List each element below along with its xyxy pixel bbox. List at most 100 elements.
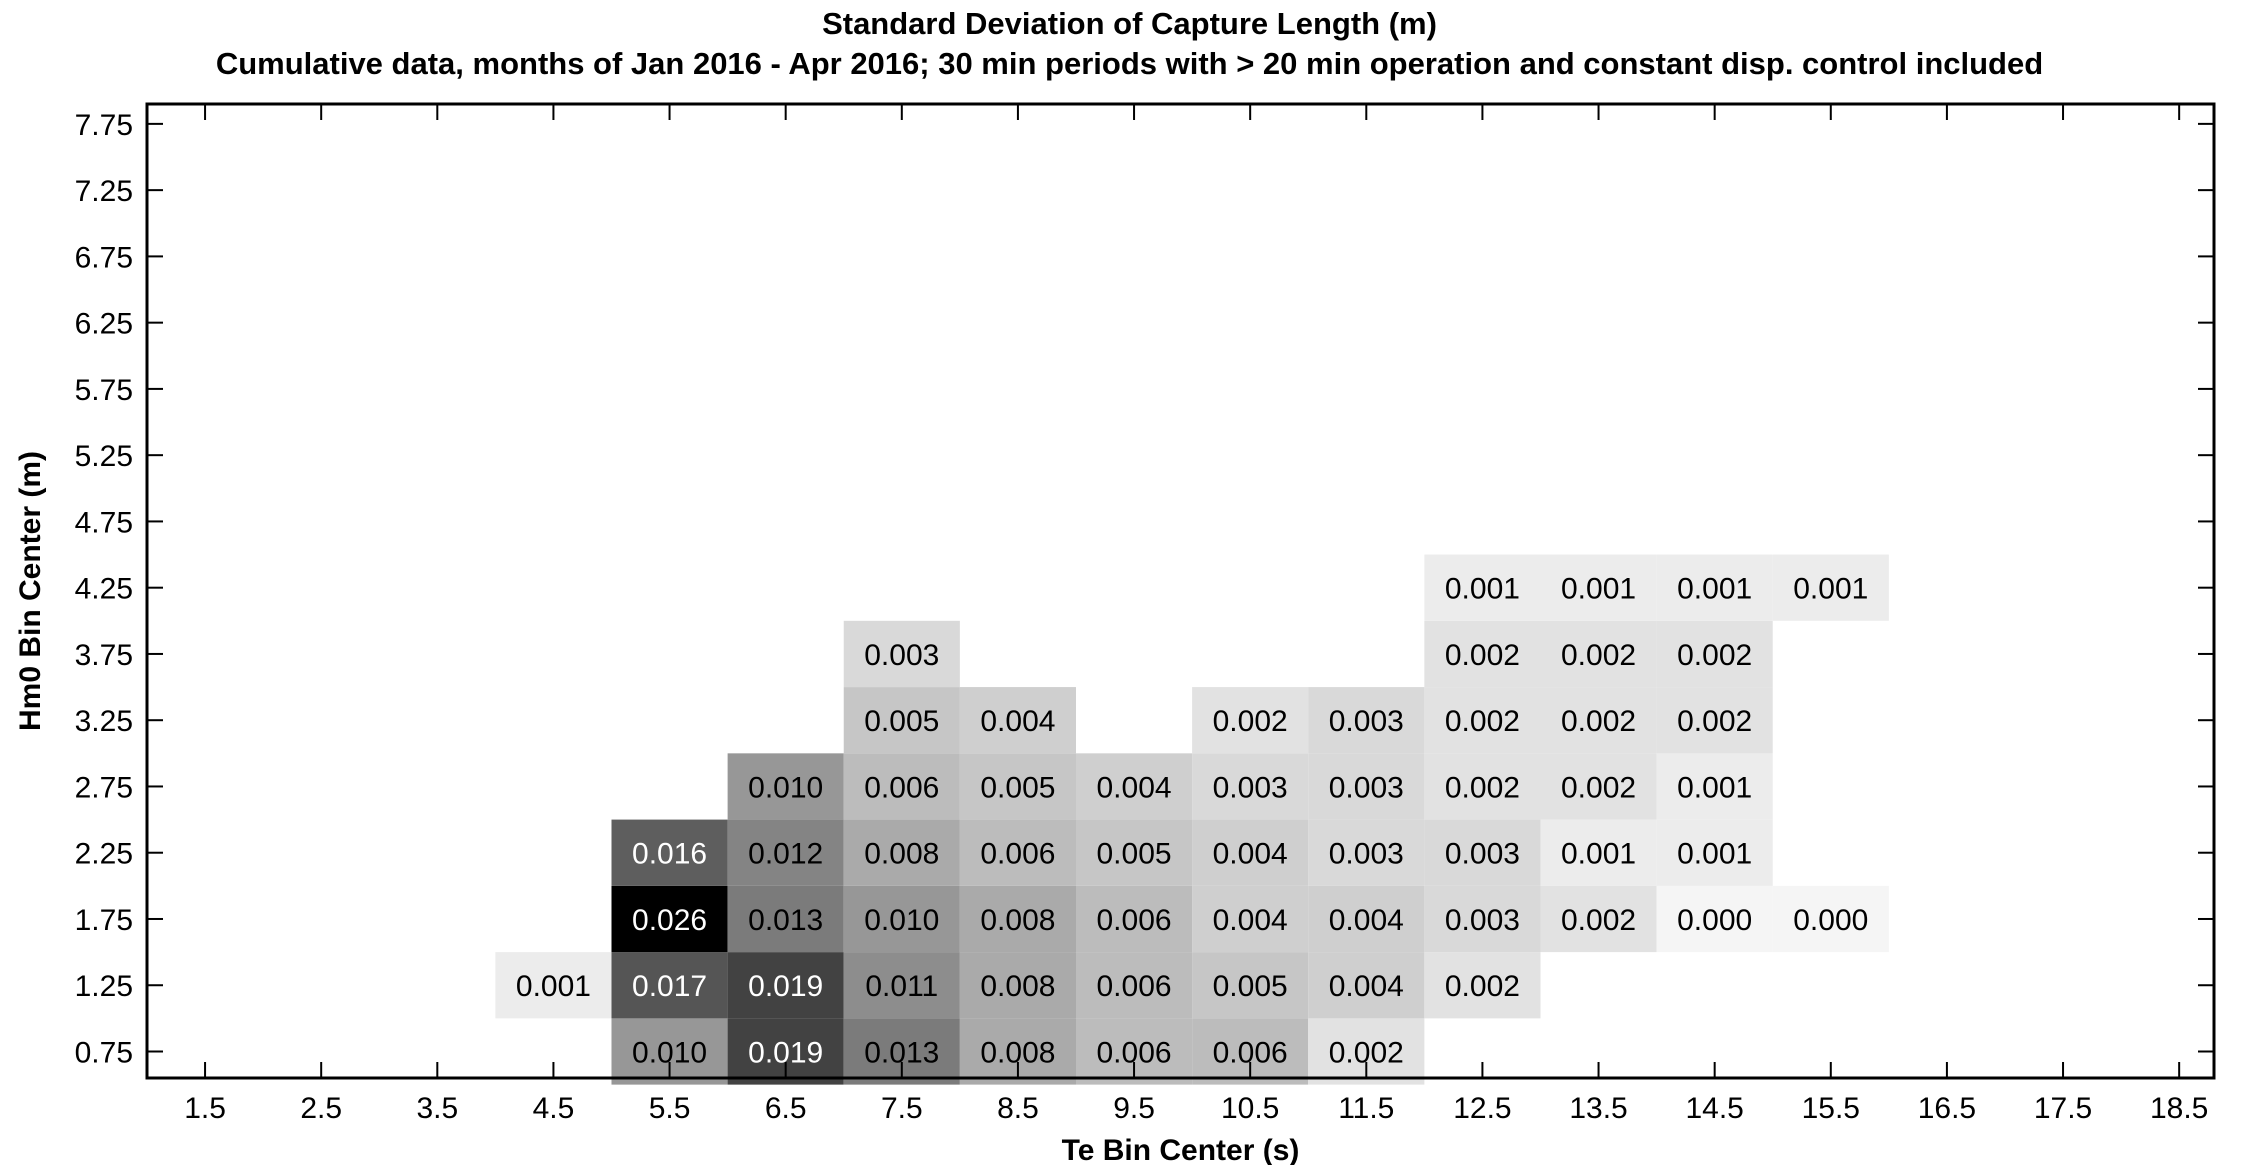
x-axis-label: Te Bin Center (s) bbox=[1062, 1134, 1300, 1165]
x-tick-label: 3.5 bbox=[416, 1092, 458, 1125]
y-tick-label: 7.25 bbox=[75, 175, 133, 208]
cell-value-label: 0.002 bbox=[1445, 771, 1520, 804]
cell-value-label: 0.002 bbox=[1677, 705, 1752, 738]
x-tick-label: 6.5 bbox=[765, 1092, 807, 1125]
x-tick-label: 11.5 bbox=[1338, 1092, 1394, 1125]
x-tick-label: 13.5 bbox=[1569, 1092, 1627, 1125]
heatmap-cell bbox=[1424, 687, 1541, 754]
x-tick-label: 7.5 bbox=[881, 1092, 923, 1125]
heatmap-cell bbox=[1192, 819, 1309, 886]
heatmap-cell bbox=[1075, 885, 1193, 953]
heatmap-cell bbox=[1424, 819, 1541, 886]
heatmap-cell bbox=[1192, 687, 1309, 754]
heatmap-cell bbox=[843, 952, 960, 1019]
cell-value-label: 0.001 bbox=[1677, 771, 1752, 804]
heatmap-cell bbox=[1308, 753, 1425, 820]
cell-value-label: 0.011 bbox=[865, 970, 938, 1003]
heatmap-cell bbox=[1540, 885, 1657, 953]
heatmap-cell bbox=[1192, 952, 1309, 1019]
heatmap-cell bbox=[843, 885, 960, 953]
heatmap-cell bbox=[843, 753, 960, 820]
y-tick-label: 3.25 bbox=[75, 705, 133, 738]
heatmap-cell bbox=[959, 819, 1076, 886]
heatmap-cell bbox=[843, 620, 960, 688]
cell-value-label: 0.006 bbox=[980, 838, 1055, 871]
heatmap-cell bbox=[1424, 753, 1541, 820]
y-tick-label: 7.75 bbox=[75, 109, 133, 142]
cell-value-label: 0.001 bbox=[516, 970, 591, 1003]
cell-value-label: 0.012 bbox=[748, 838, 823, 871]
heatmap-cell bbox=[843, 687, 960, 754]
cell-value-label: 0.002 bbox=[1213, 705, 1288, 738]
heatmap-cell bbox=[1075, 753, 1193, 820]
heatmap-cell bbox=[727, 819, 844, 886]
heatmap-cell bbox=[611, 885, 728, 953]
cell-value-label: 0.002 bbox=[1445, 639, 1520, 672]
heatmap-cell bbox=[1540, 753, 1657, 820]
heatmap-cell bbox=[843, 819, 960, 886]
cell-value-label: 0.001 bbox=[1677, 838, 1752, 871]
cell-value-label: 0.026 bbox=[632, 904, 707, 937]
cell-value-label: 0.004 bbox=[1329, 904, 1404, 937]
cell-value-label: 0.013 bbox=[748, 904, 823, 937]
x-tick-label: 16.5 bbox=[1918, 1092, 1976, 1125]
y-tick-label: 6.25 bbox=[75, 308, 133, 341]
heatmap-cell bbox=[1075, 819, 1193, 886]
x-tick-label: 12.5 bbox=[1453, 1092, 1511, 1125]
cell-value-label: 0.003 bbox=[1445, 904, 1520, 937]
cell-value-label: 0.005 bbox=[1097, 838, 1172, 871]
y-tick-label: 5.25 bbox=[75, 440, 133, 473]
cell-value-label: 0.004 bbox=[1329, 970, 1404, 1003]
heatmap-cell bbox=[1424, 554, 1541, 621]
cell-value-label: 0.002 bbox=[1445, 705, 1520, 738]
heatmap-cell bbox=[1656, 885, 1773, 953]
cell-value-label: 0.002 bbox=[1445, 970, 1520, 1003]
cell-value-label: 0.006 bbox=[864, 771, 939, 804]
cell-value-label: 0.006 bbox=[1097, 970, 1172, 1003]
x-tick-label: 15.5 bbox=[1802, 1092, 1860, 1125]
cell-value-label: 0.001 bbox=[1677, 573, 1752, 606]
heatmap-cell bbox=[1772, 554, 1889, 621]
cell-value-label: 0.004 bbox=[1213, 904, 1288, 937]
cell-value-label: 0.002 bbox=[1561, 771, 1636, 804]
heatmap-cell bbox=[1656, 620, 1773, 688]
heatmap-cell bbox=[1540, 620, 1657, 688]
cell-value-label: 0.003 bbox=[1213, 771, 1288, 804]
cell-value-label: 0.008 bbox=[980, 904, 1055, 937]
cell-value-label: 0.017 bbox=[632, 970, 707, 1003]
heatmap-cell bbox=[727, 885, 844, 953]
cell-value-label: 0.002 bbox=[1561, 639, 1636, 672]
heatmap-cells bbox=[495, 554, 1889, 1085]
cell-value-label: 0.000 bbox=[1793, 904, 1868, 937]
cell-value-label: 0.005 bbox=[980, 771, 1055, 804]
heatmap-cell bbox=[1308, 885, 1425, 953]
x-tick-label: 8.5 bbox=[997, 1092, 1039, 1125]
heatmap-cell bbox=[611, 952, 728, 1019]
heatmap-cell bbox=[1192, 885, 1309, 953]
cell-value-label: 0.008 bbox=[980, 970, 1055, 1003]
cell-value-label: 0.003 bbox=[1329, 771, 1404, 804]
y-tick-label: 0.75 bbox=[75, 1036, 133, 1069]
chart-subtitle: Cumulative data, months of Jan 2016 - Ap… bbox=[215, 46, 2044, 81]
cell-value-label: 0.002 bbox=[1561, 904, 1636, 937]
heatmap-cell bbox=[959, 952, 1076, 1019]
x-tick-label: 10.5 bbox=[1221, 1092, 1279, 1125]
x-tick-label: 9.5 bbox=[1113, 1092, 1155, 1125]
heatmap-cell bbox=[1308, 687, 1425, 754]
cell-labels: 0.010 0.019 0.013 0.008 0.006 0.006 0.002 0.001… bbox=[516, 573, 1868, 1070]
cell-value-label: 0.005 bbox=[864, 705, 939, 738]
y-tick-label: 4.75 bbox=[75, 506, 133, 539]
cell-value-label: 0.002 bbox=[1677, 639, 1752, 672]
heatmap-cell bbox=[727, 952, 844, 1019]
heatmap-cell bbox=[959, 753, 1076, 820]
y-tick-label: 5.75 bbox=[75, 374, 133, 407]
heatmap-cell bbox=[959, 885, 1076, 953]
heatmap-cell bbox=[1308, 952, 1425, 1019]
cell-value-label: 0.004 bbox=[1213, 838, 1288, 871]
y-tick-label: 2.25 bbox=[75, 838, 133, 871]
heatmap-cell bbox=[1772, 885, 1889, 953]
y-tick-label: 6.75 bbox=[75, 241, 133, 274]
y-axis-label: Hm0 Bin Center (m) bbox=[14, 451, 47, 731]
cell-value-label: 0.005 bbox=[1213, 970, 1288, 1003]
cell-value-label: 0.010 bbox=[748, 771, 823, 804]
